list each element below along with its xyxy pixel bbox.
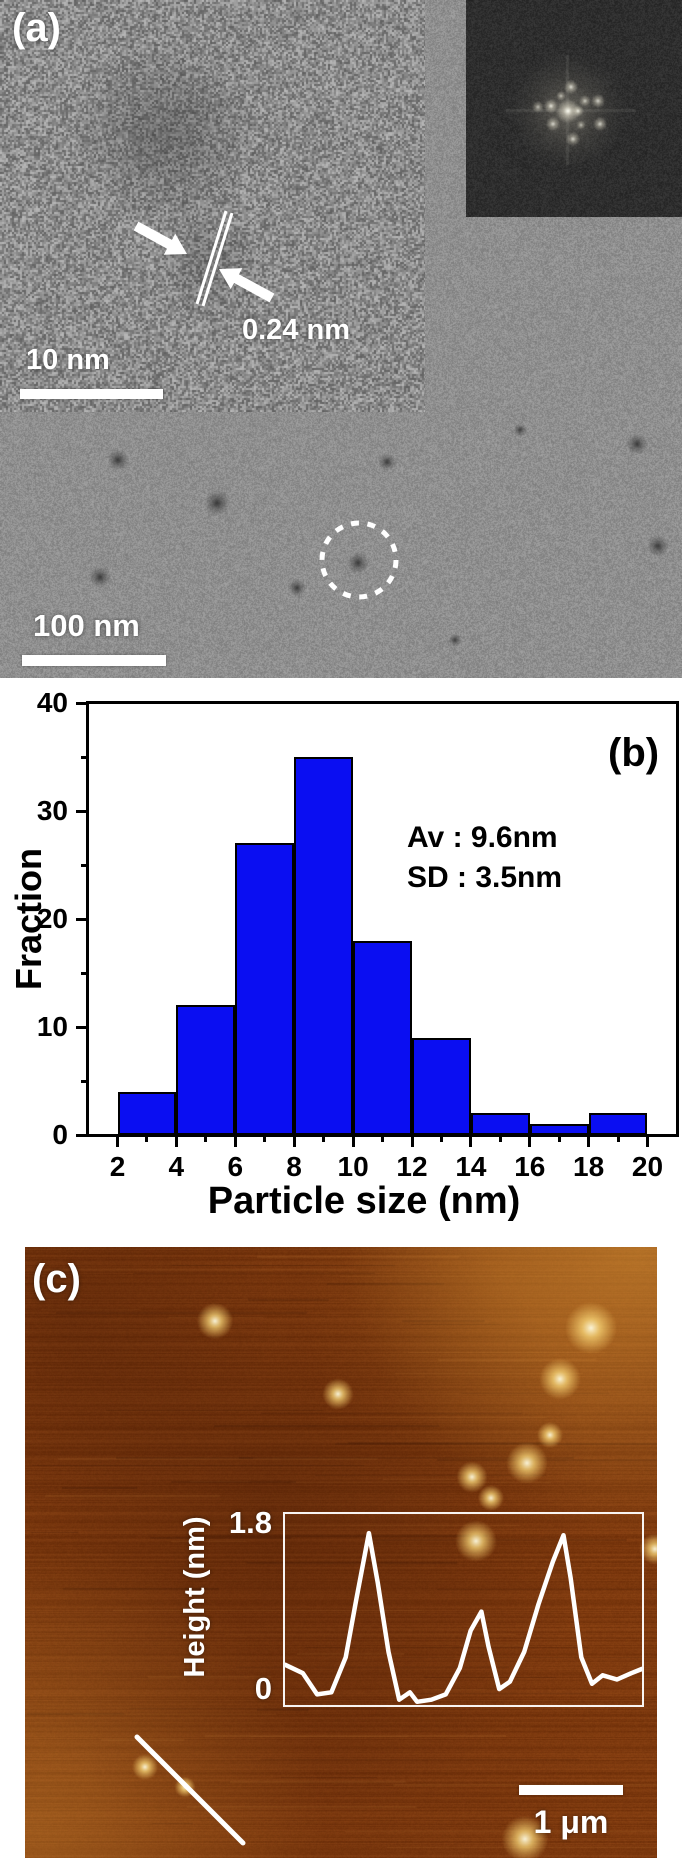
x-axis-minor-tick	[498, 1135, 502, 1142]
tick-label: 16	[514, 1151, 546, 1182]
x-axis-minor-tick	[204, 1135, 208, 1142]
tick-label: 6	[227, 1151, 244, 1182]
profile-ymax-label: 1.8	[228, 1505, 272, 1540]
x-axis-major-tick	[174, 1135, 178, 1147]
y-axis-major-tick	[76, 917, 88, 921]
tick-label: 10	[337, 1151, 369, 1182]
y-axis-major-tick	[76, 701, 88, 705]
x-axis-major-tick	[646, 1135, 649, 1147]
x-axis-major-tick	[528, 1135, 532, 1147]
tick-label: 40	[36, 687, 68, 718]
x-axis-major-tick	[233, 1135, 237, 1147]
x-axis-minor-tick	[557, 1135, 561, 1142]
y-axis-title: Fraction	[8, 848, 49, 991]
panel-a-annotations	[133, 210, 399, 600]
tem-scale-bar	[22, 655, 166, 666]
panel-c-annotations	[134, 1734, 246, 1846]
height-profile-inset	[283, 1512, 644, 1707]
panel-a-tem-image: (a) 0.24 nm 10 nm 100 nm	[0, 0, 682, 678]
histogram-bar	[235, 843, 295, 1135]
histogram-bar	[353, 940, 412, 1135]
tick-label: 14	[455, 1151, 487, 1182]
y-axis-major-tick	[76, 1025, 88, 1029]
y-axis-major-tick	[76, 1133, 88, 1137]
tick-label: 2	[109, 1151, 126, 1182]
lattice-spacing-label: 0.24 nm	[242, 314, 350, 346]
hrtem-scale-bar	[20, 389, 163, 399]
tick-label: 12	[396, 1151, 428, 1182]
height-profile-plot	[285, 1530, 642, 1705]
x-axis-minor-tick	[616, 1135, 620, 1142]
tick-label: 20	[36, 903, 68, 934]
afm-scale-bar	[519, 1785, 623, 1795]
profile-section-line	[134, 1734, 246, 1846]
histogram-bar	[117, 1091, 177, 1135]
arrow-icon	[133, 221, 187, 255]
histogram-bar	[588, 1113, 648, 1135]
afm-micrograph-canvas	[25, 1247, 657, 1858]
histogram-bar	[176, 1005, 236, 1135]
x-axis-minor-tick	[145, 1135, 149, 1142]
y-axis-minor-tick	[81, 971, 88, 975]
y-axis-minor-tick	[81, 1079, 88, 1083]
hrtem-scale-label: 10 nm	[26, 344, 110, 376]
histogram-bar	[470, 1113, 530, 1135]
tick-label: 30	[36, 795, 68, 826]
x-axis-major-tick	[587, 1135, 591, 1147]
x-axis-major-tick	[116, 1135, 119, 1147]
tem-scale-label: 100 nm	[33, 608, 140, 643]
x-axis-minor-tick	[322, 1135, 326, 1142]
panel-b-label: (b)	[608, 731, 660, 775]
x-axis-major-tick	[292, 1135, 296, 1147]
tick-label: 10	[36, 1011, 68, 1042]
arrow-icon	[219, 268, 275, 303]
histogram-bar	[294, 757, 353, 1135]
stats-stddev: SD : 3.5nm	[407, 861, 563, 894]
tick-label: 20	[631, 1151, 664, 1182]
tick-label: 18	[573, 1151, 605, 1182]
y-axis-major-tick	[76, 809, 88, 813]
panel-c-label: (c)	[32, 1257, 81, 1301]
x-axis-major-tick	[469, 1135, 473, 1147]
x-axis-major-tick	[410, 1135, 414, 1147]
fft-inset-canvas	[466, 0, 682, 217]
tick-label: 8	[286, 1151, 302, 1182]
x-axis-title: Particle size (nm)	[207, 1180, 521, 1222]
panel-b-histogram: 2 4 6 8 10 12 14 16 18 20 0 10 20 30 40 (b) Av : 9.6nm…	[0, 678, 682, 1248]
histogram-bar	[529, 1124, 589, 1135]
x-axis-minor-tick	[263, 1135, 267, 1142]
dotted-circle-highlight	[319, 520, 399, 600]
tick-label: 4	[168, 1151, 185, 1182]
lattice-fringe-line	[195, 210, 228, 305]
tick-label: 0	[52, 1119, 68, 1150]
stats-annotation: Av : 9.6nm SD : 3.5nm	[407, 818, 562, 898]
panel-a-label: (a)	[12, 6, 61, 50]
afm-scale-label: 1 μm	[533, 1804, 609, 1840]
x-axis-major-tick	[351, 1135, 355, 1147]
panel-c-afm-image: (c) 1.8 0 Height (nm) 1 μm	[25, 1247, 657, 1858]
histogram-bar	[412, 1037, 471, 1135]
y-axis-minor-tick	[81, 863, 88, 867]
profile-ymin-label: 0	[254, 1671, 272, 1706]
x-axis-minor-tick	[439, 1135, 443, 1142]
x-axis-minor-tick	[381, 1135, 384, 1142]
stats-average: Av : 9.6nm	[407, 821, 558, 854]
lattice-fringe-line	[201, 212, 234, 307]
hrtem-inset-canvas	[0, 0, 425, 412]
height-profile-curve	[285, 1530, 642, 1705]
y-axis-minor-tick	[81, 755, 88, 759]
profile-y-axis-title: Height (nm)	[179, 1516, 211, 1678]
